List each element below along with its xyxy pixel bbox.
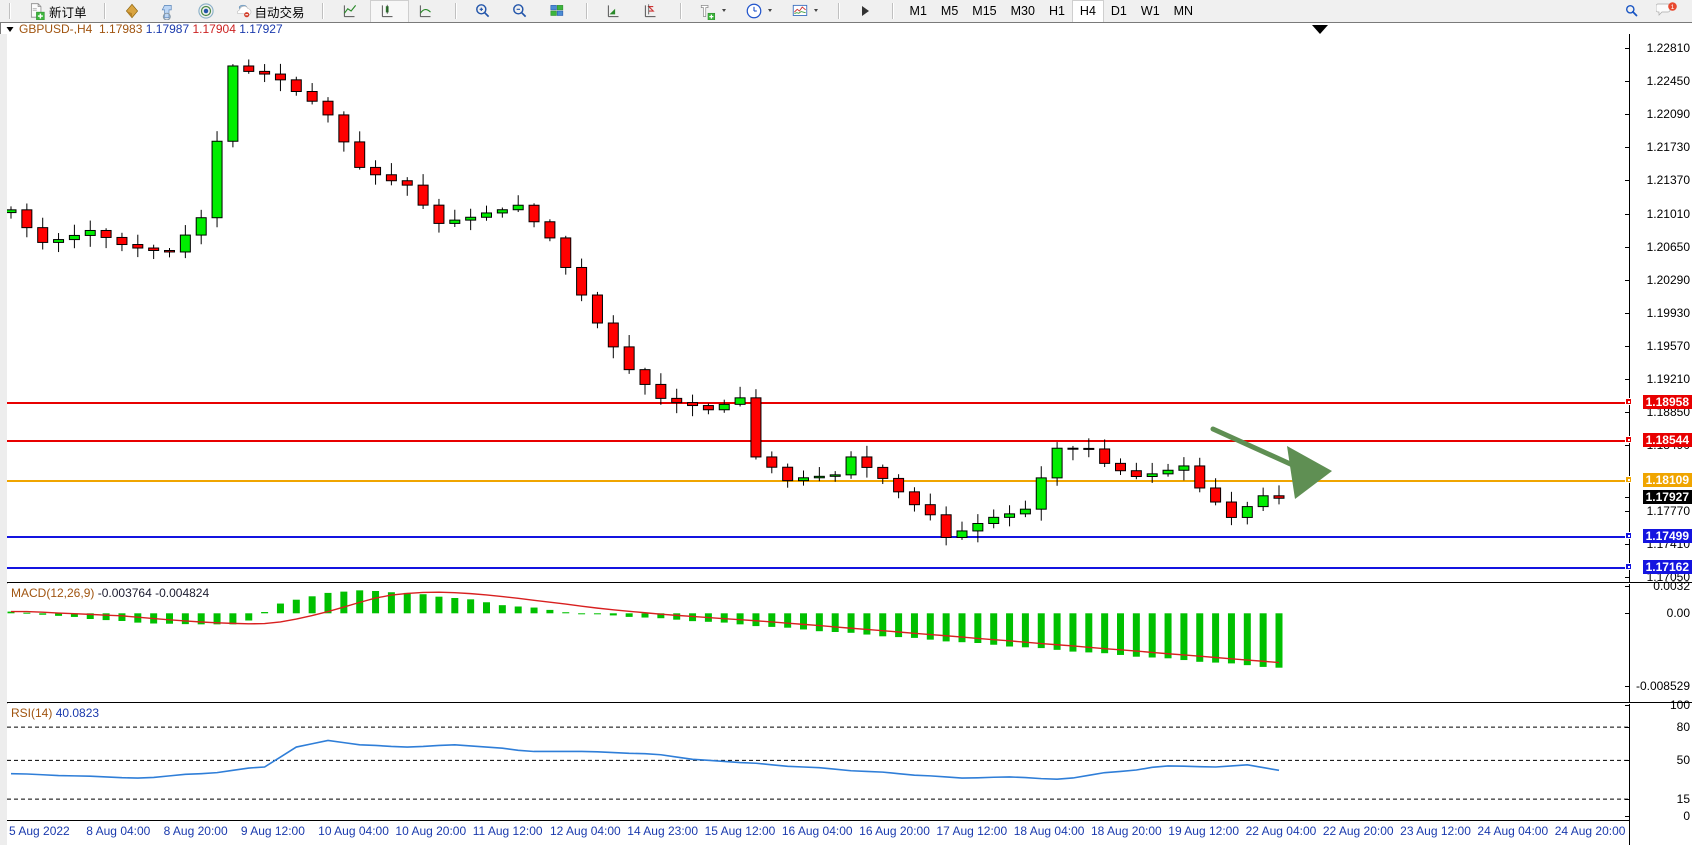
svg-text:1: 1 xyxy=(1671,4,1675,11)
